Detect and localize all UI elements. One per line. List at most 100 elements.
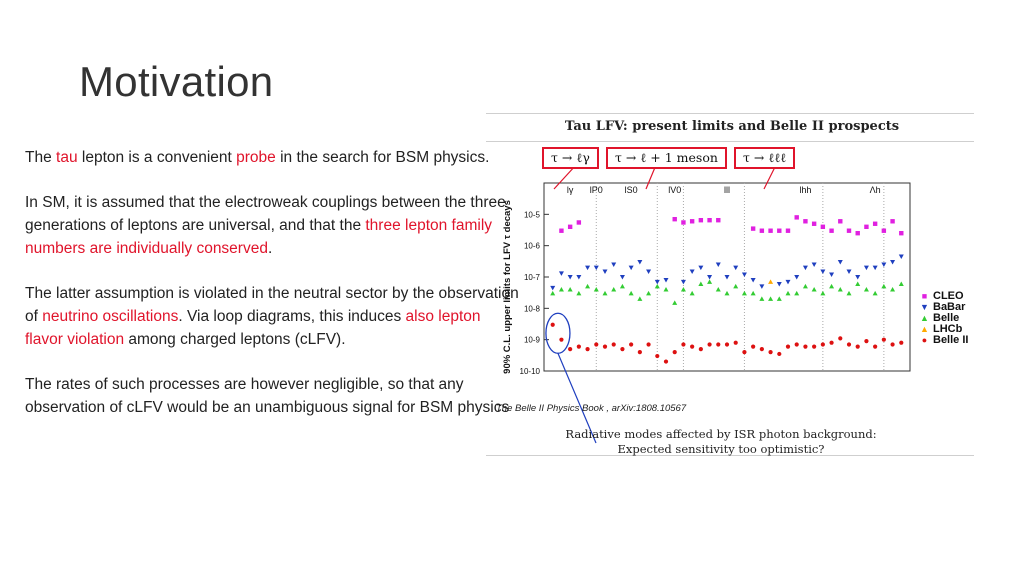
paragraph-3-segment: neutrino oscillations	[42, 308, 179, 325]
marker-belle2	[663, 359, 669, 364]
marker-belle	[855, 281, 861, 286]
marker-babar	[550, 285, 556, 291]
legend-label: Belle	[933, 312, 960, 324]
marker-cleo	[899, 230, 904, 236]
marker-babar	[759, 284, 765, 289]
marker-belle	[881, 283, 887, 289]
legend-item: ■ CLEO	[919, 291, 968, 302]
marker-cleo	[855, 230, 860, 236]
marker-belle	[689, 290, 695, 296]
marker-belle2	[890, 342, 895, 347]
marker-belle	[593, 286, 599, 292]
figure-panel: Tau LFV: present limits and Belle II pro…	[486, 113, 978, 463]
marker-cleo	[838, 219, 843, 224]
group-label: lV0	[668, 185, 681, 195]
marker-belle2	[568, 346, 573, 352]
paragraph-1-segment: lepton is a convenient	[77, 149, 237, 166]
marker-belle2	[768, 350, 773, 355]
marker-belle2	[785, 344, 791, 349]
formula-box-lgamma: τ → ℓγ	[542, 147, 599, 169]
marker-belle2	[707, 342, 712, 347]
marker-belle	[785, 290, 791, 296]
marker-babar	[890, 260, 896, 265]
marker-cleo	[794, 215, 799, 220]
marker-cleo	[890, 219, 895, 224]
marker-belle	[663, 286, 669, 292]
marker-cleo	[707, 217, 712, 223]
marker-belle2	[681, 342, 686, 347]
marker-belle	[611, 286, 617, 292]
marker-belle2	[637, 350, 642, 355]
marker-cleo	[881, 228, 887, 233]
marker-belle	[811, 286, 817, 292]
marker-babar	[811, 262, 817, 268]
annotation-arrow	[763, 164, 777, 190]
paragraph-2-segment: .	[267, 240, 273, 257]
marker-belle2	[690, 344, 695, 349]
paragraph-3-segment: also lepton flavor violation	[25, 308, 481, 348]
marker-belle2	[733, 340, 738, 345]
marker-belle	[872, 290, 878, 296]
annotation-arrow	[645, 164, 657, 190]
y-axis-label: 90% C.L. upper limits for LFV τ decays	[502, 200, 513, 374]
marker-babar	[680, 279, 686, 285]
marker-babar	[855, 275, 861, 280]
marker-belle	[558, 286, 564, 292]
y-tick-label: 10-8	[524, 304, 541, 313]
marker-cleo	[811, 221, 817, 226]
slide-body: The tau lepton is a convenient probe in …	[25, 146, 520, 441]
marker-babar	[715, 262, 721, 268]
marker-belle	[829, 283, 835, 289]
marker-lhcb	[768, 279, 774, 284]
marker-belle	[837, 286, 843, 292]
marker-cleo	[567, 224, 573, 230]
paragraph-2-segment: In SM, it is assumed that the electrowea…	[25, 194, 506, 234]
highlight-pointer	[557, 353, 597, 444]
marker-babar	[558, 271, 564, 276]
marker-belle	[698, 281, 704, 286]
marker-belle2	[759, 346, 764, 352]
marker-belle2	[611, 342, 616, 347]
marker-babar	[846, 269, 852, 274]
marker-babar	[567, 275, 573, 280]
marker-belle2	[846, 342, 852, 347]
marker-belle2	[602, 344, 608, 349]
marker-babar	[628, 265, 634, 271]
marker-babar	[689, 269, 695, 274]
marker-cleo	[716, 217, 721, 223]
marker-belle2	[829, 340, 834, 345]
marker-belle2	[820, 342, 825, 347]
marker-belle	[619, 283, 625, 289]
legend-swatch-icon: ●	[921, 335, 928, 345]
marker-belle	[846, 290, 852, 296]
marker-belle2	[794, 342, 799, 347]
paragraph-2-segment: three lepton family numbers are individu…	[25, 217, 493, 257]
marker-cleo	[846, 228, 852, 233]
figure-bottom-rule	[486, 455, 974, 456]
group-label: lS0	[625, 185, 638, 195]
marker-belle2	[838, 336, 843, 341]
paragraph-4-segment: The rates of such processes are however …	[25, 376, 510, 416]
paragraph-1-segment: tau	[56, 149, 78, 166]
legend-swatch-icon: ▲	[920, 313, 929, 323]
marker-cleo	[672, 216, 677, 222]
marker-belle	[567, 286, 573, 292]
marker-babar	[585, 265, 591, 271]
legend-label: CLEO	[933, 290, 964, 302]
marker-belle	[741, 290, 747, 296]
marker-belle	[820, 290, 826, 296]
marker-belle	[672, 300, 678, 305]
marker-cleo	[864, 224, 869, 230]
marker-cleo	[872, 221, 878, 226]
marker-babar	[741, 272, 747, 278]
slide-title: Motivation	[79, 58, 274, 105]
marker-belle	[776, 296, 782, 301]
caption-line-1: Radiative modes affected by ISR photon b…	[565, 427, 877, 441]
marker-babar	[663, 278, 669, 283]
marker-babar	[785, 279, 791, 285]
legend-swatch-icon: ▼	[920, 302, 929, 312]
marker-belle	[628, 290, 634, 296]
group-label: lγ	[567, 185, 574, 195]
marker-belle	[802, 283, 808, 289]
legend-item: ● Belle II	[919, 335, 969, 346]
